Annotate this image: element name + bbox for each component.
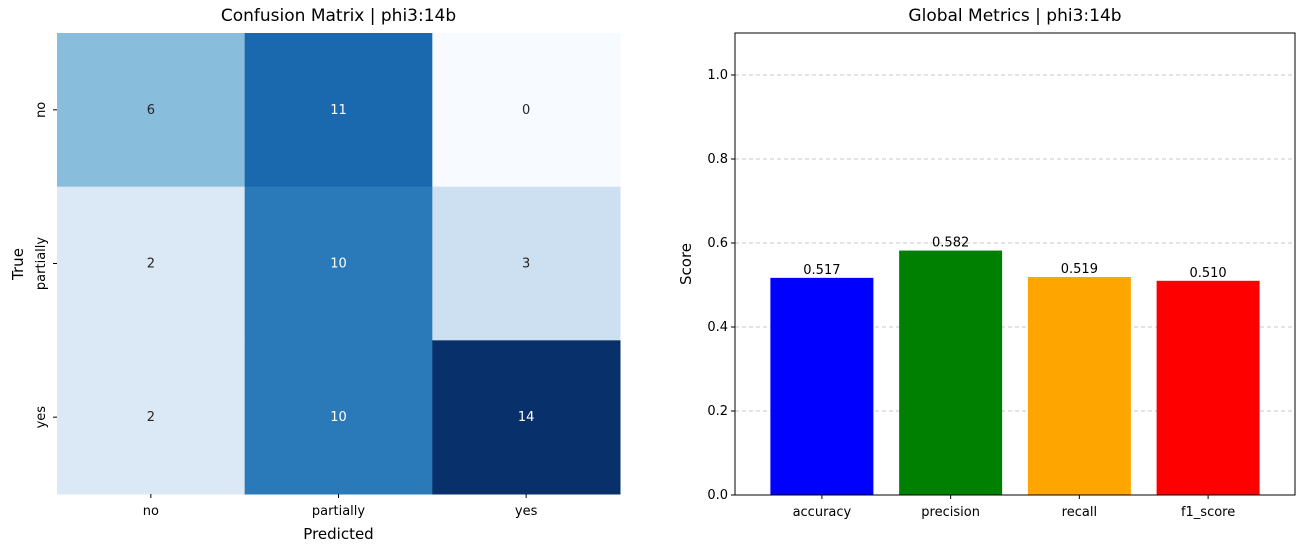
- global-metrics-ylabel: Score: [677, 243, 695, 285]
- global-metrics-title: Global Metrics | phi3:14b: [908, 6, 1121, 26]
- heatmap-cell: [244, 186, 433, 341]
- confusion-matrix-title: Confusion Matrix | phi3:14b: [221, 6, 456, 26]
- global-metrics-panel: Global Metrics | phi3:14b 0.5170.5820.51…: [677, 6, 1296, 520]
- bar-y-tick-label: 0.4: [707, 320, 728, 335]
- heatmap-x-tick-label: partially: [312, 504, 365, 519]
- heatmap-cell: [57, 186, 246, 341]
- heatmap-cell: [57, 340, 246, 495]
- heatmap-cell-label: 6: [147, 103, 155, 118]
- bar-accuracy: [770, 277, 874, 495]
- heatmap-cell: [432, 186, 621, 341]
- bar-y-tick-label: 0.2: [707, 404, 728, 419]
- heatmap-cell: [432, 33, 621, 188]
- bar-x-tick-label: accuracy: [793, 505, 852, 520]
- bar-y-tick-label: 0.8: [707, 152, 728, 167]
- heatmap-x-tick-label: yes: [515, 504, 538, 519]
- heatmap-y-ticks: no partially yes: [34, 102, 57, 429]
- heatmap-y-tick-label: yes: [34, 406, 49, 429]
- heatmap-cells: [57, 33, 621, 495]
- bar-y-ticks: 0.0 0.2 0.4 0.6 0.8 1.0: [707, 68, 735, 503]
- confusion-matrix-panel: Confusion Matrix | phi3:14b 6 11 0 2 10 3 2 10 1…: [9, 6, 621, 543]
- bar-data-label: 0.519: [1061, 262, 1098, 277]
- bar-y-tick-label: 0.0: [707, 488, 728, 503]
- bar-x-tick-label: precision: [921, 505, 980, 520]
- bars: [770, 250, 1260, 495]
- heatmap-x-tick-label: no: [143, 504, 159, 519]
- heatmap-cell-label: 2: [147, 410, 155, 425]
- confusion-matrix-xlabel: Predicted: [303, 525, 373, 543]
- heatmap-cell-label: 10: [330, 410, 347, 425]
- bar-recall: [1027, 277, 1131, 495]
- heatmap-cell-label: 2: [147, 257, 155, 272]
- heatmap-cell-labels: 6 11 0 2 10 3 2 10 14: [147, 103, 535, 425]
- heatmap-cell-label: 11: [330, 103, 347, 118]
- bar-data-label: 0.510: [1189, 266, 1226, 281]
- heatmap-cell: [244, 33, 433, 188]
- heatmap-cell-label: 14: [518, 410, 535, 425]
- confusion-matrix-ylabel: True: [9, 248, 27, 281]
- heatmap-cell: [244, 340, 433, 495]
- heatmap-y-tick-label: partially: [34, 237, 49, 290]
- bar-x-tick-label: f1_score: [1181, 505, 1235, 520]
- bar-y-tick-label: 0.6: [707, 236, 728, 251]
- heatmap-cell-label: 10: [330, 257, 347, 272]
- bar-f1_score: [1156, 280, 1260, 495]
- bar-plot-frame: [734, 32, 1296, 496]
- bar-x-ticks: accuracy precision recall f1_score: [793, 495, 1235, 520]
- heatmap-cell-label: 0: [522, 103, 530, 118]
- bar-precision: [899, 250, 1003, 495]
- bar-y-tick-label: 1.0: [707, 68, 728, 83]
- bar-data-label: 0.582: [932, 236, 969, 251]
- heatmap-cell: [432, 340, 621, 495]
- bar-data-labels: 0.517 0.582 0.519 0.510: [803, 236, 1226, 281]
- heatmap-cell: [57, 33, 246, 188]
- bar-data-label: 0.517: [803, 263, 840, 278]
- heatmap-cell-label: 3: [522, 257, 530, 272]
- bar-x-tick-label: recall: [1062, 505, 1097, 520]
- heatmap-x-ticks: no partially yes: [143, 494, 538, 519]
- heatmap-y-tick-label: no: [34, 102, 49, 118]
